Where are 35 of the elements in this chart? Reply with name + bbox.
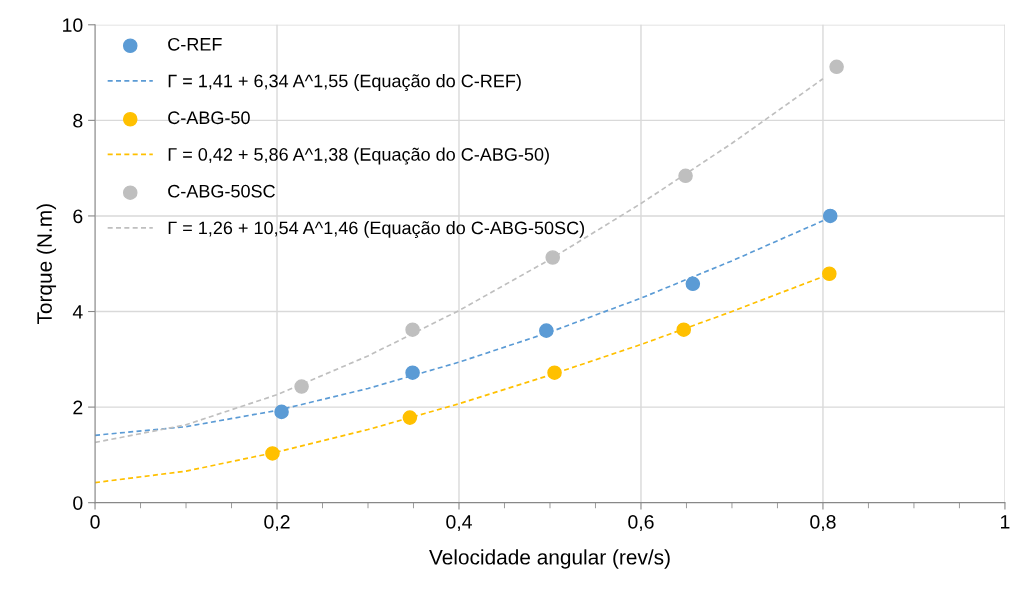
y-tick-label: 10 xyxy=(63,18,83,33)
x-tick-label: 0 xyxy=(90,515,100,529)
legend-label: C-REF xyxy=(168,37,222,51)
point xyxy=(265,446,280,461)
legend-label: C-ABG-50SC xyxy=(168,184,275,198)
legend-label: Γ = 0,42 + 5,86 A^1,38 (Equação do C-ABG-50) xyxy=(168,147,549,165)
point xyxy=(294,379,309,394)
point xyxy=(539,323,554,338)
legend-label: C-ABG-50 xyxy=(168,111,250,125)
y-tick-label: 6 xyxy=(73,209,83,224)
x-tick-label: 1 xyxy=(1001,515,1010,529)
point xyxy=(405,322,420,337)
x-tick-label: 0,6 xyxy=(628,515,654,532)
y-tick-label: 8 xyxy=(73,113,83,128)
x-tick-label: 0,4 xyxy=(446,515,472,532)
point xyxy=(822,208,838,224)
point xyxy=(545,250,560,265)
x-axis-title: Velocidade angular (rev/s) xyxy=(429,549,670,569)
point xyxy=(822,266,837,282)
legend-label: Γ = 1,26 + 10,54 A^1,46 (Equação do C-ABG-50SC) xyxy=(168,221,585,238)
x-tick-label: 0,8 xyxy=(810,515,836,532)
point xyxy=(547,365,562,380)
y-tick-label: 0 xyxy=(73,496,83,510)
point xyxy=(829,59,844,75)
y-axis-title: Torque (N.m) xyxy=(36,204,57,325)
point xyxy=(685,276,701,292)
point xyxy=(405,365,420,380)
legend-label: Γ = 1,41 + 6,34 A^1,55 (Equação do C-REF) xyxy=(168,74,521,92)
x-tick-label: 0,2 xyxy=(264,515,290,532)
y-tick-label: 2 xyxy=(73,400,83,415)
point xyxy=(678,168,693,184)
y-tick-label: 4 xyxy=(72,305,83,319)
point xyxy=(676,322,692,337)
point xyxy=(402,410,418,425)
point xyxy=(274,404,289,420)
